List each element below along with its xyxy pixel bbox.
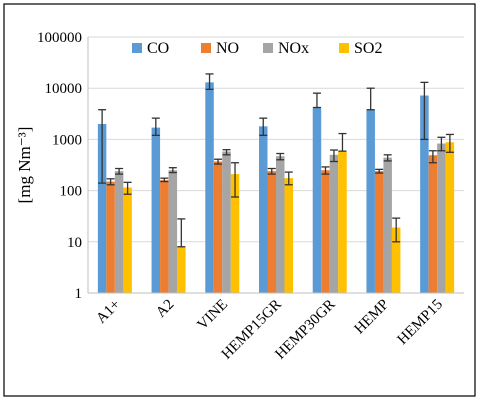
legend-label-co: CO bbox=[147, 40, 169, 57]
bar-no-hemp15 bbox=[428, 155, 438, 293]
y-tick-label-0: 1 bbox=[75, 286, 83, 302]
bar-no-a2 bbox=[160, 180, 169, 293]
bar-nox-hemp15 bbox=[437, 143, 446, 293]
bar-co-vine bbox=[205, 82, 214, 294]
y-tick-label-2: 100 bbox=[60, 184, 83, 200]
bar-so2-hemp30gr bbox=[338, 151, 347, 293]
bar-so2-a2 bbox=[177, 246, 186, 293]
bar-co-a1 bbox=[97, 123, 107, 293]
legend-swatch-no bbox=[201, 43, 211, 53]
bar-no-hemp15gr bbox=[267, 171, 276, 293]
bar-nox-a1 bbox=[114, 171, 124, 293]
legend-label-no: NO bbox=[216, 40, 239, 57]
y-tick-label-5: 100000 bbox=[37, 30, 82, 46]
y-tick-label-3: 1000 bbox=[52, 132, 82, 148]
bar-no-hemp30gr bbox=[321, 170, 330, 293]
outer-border bbox=[3, 3, 476, 397]
legend-swatch-so2 bbox=[339, 43, 349, 53]
bar-nox-vine bbox=[222, 151, 231, 293]
bar-so2-hemp15 bbox=[445, 142, 455, 293]
legend: CO NO NOx SO2 bbox=[132, 40, 382, 57]
bar-no-a1 bbox=[106, 181, 115, 293]
axes bbox=[87, 37, 464, 294]
y-tick-label-4: 10000 bbox=[45, 81, 83, 97]
y-tick-label-1: 10 bbox=[67, 235, 82, 251]
bar-so2-a1 bbox=[123, 187, 132, 293]
bar-co-hemp bbox=[366, 109, 375, 293]
bar-co-hemp15 bbox=[420, 95, 429, 293]
bar-so2-hemp15gr bbox=[284, 178, 293, 293]
bar-no-hemp bbox=[374, 171, 384, 293]
legend-label-so2: SO2 bbox=[354, 40, 382, 57]
bar-nox-hemp bbox=[383, 157, 392, 293]
legend-swatch-nox bbox=[263, 43, 273, 53]
error-bars bbox=[98, 73, 454, 248]
legend-label-nox: NOx bbox=[278, 40, 309, 57]
bar-nox-hemp30gr bbox=[329, 154, 339, 293]
bar-co-hemp30gr bbox=[312, 107, 322, 293]
legend-swatch-co bbox=[132, 43, 142, 53]
bar-no-vine bbox=[213, 161, 223, 293]
bar-co-a2 bbox=[151, 127, 161, 293]
bar-nox-hemp15gr bbox=[276, 156, 285, 293]
bar-co-hemp15gr bbox=[259, 126, 268, 293]
bar-nox-a2 bbox=[168, 170, 178, 293]
y-tick-labels: 1 10 100 1000 10000 100000 bbox=[37, 30, 82, 302]
y-axis-label: [mg Nm⁻³] bbox=[15, 127, 34, 204]
bar-so2-vine bbox=[230, 174, 240, 293]
bar-so2-hemp bbox=[391, 227, 401, 293]
bars bbox=[97, 82, 455, 294]
